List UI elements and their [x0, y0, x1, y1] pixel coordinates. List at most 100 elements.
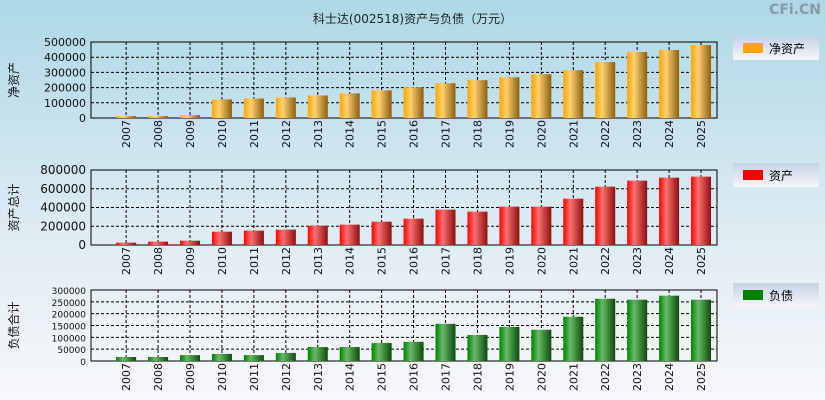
x-tick-label: 2023 [631, 120, 644, 148]
bar-2025 [691, 45, 712, 118]
bar-2007 [116, 116, 137, 118]
bar-2013 [307, 347, 328, 361]
bar-2008 [148, 116, 169, 118]
x-tick-label: 2013 [312, 120, 325, 148]
x-tick-label: 2008 [152, 120, 165, 148]
legend-liabilities: 负债 [733, 283, 819, 307]
bar-2012 [275, 352, 296, 361]
y-tick-label: 200000 [44, 82, 86, 95]
x-tick-label: 2018 [471, 363, 484, 391]
panel-1: 0 200000 400000 600000 800000 2007 2008 2009 201… [7, 163, 718, 275]
bar-2017 [435, 209, 456, 245]
x-tick-label: 2022 [599, 247, 612, 275]
x-tick-label: 2007 [120, 363, 133, 391]
x-tick-label: 2007 [120, 120, 133, 148]
x-tick-label: 2008 [152, 363, 165, 391]
legend-net-assets: 净资产 [733, 36, 819, 60]
y-tick-label: 0 [80, 358, 86, 368]
bar-2009 [180, 240, 201, 245]
x-tick-label: 2022 [599, 120, 612, 148]
x-tick-label: 2015 [376, 120, 389, 148]
bar-2010 [211, 99, 232, 118]
x-tick-label: 2009 [184, 363, 197, 391]
x-tick-label: 2014 [344, 363, 357, 391]
x-tick-label: 2023 [631, 363, 644, 391]
x-tick-label: 2010 [216, 363, 229, 391]
x-tick-label: 2012 [280, 247, 293, 275]
bar-2013 [307, 225, 328, 245]
bar-2015 [371, 221, 392, 245]
x-tick-label: 2010 [216, 247, 229, 275]
x-tick-label: 2021 [567, 247, 580, 275]
bar-2024 [659, 295, 680, 361]
bar-2012 [275, 97, 296, 118]
x-tick-label: 2024 [663, 363, 676, 391]
bar-2021 [563, 316, 584, 361]
x-tick-label: 2024 [663, 247, 676, 275]
legend-swatch [743, 290, 763, 300]
y-tick-label: 200000 [52, 311, 87, 321]
bar-2016 [403, 87, 424, 118]
x-tick-label: 2009 [184, 247, 197, 275]
x-tick-label: 2011 [248, 247, 261, 275]
y-tick-label: 300000 [52, 287, 87, 297]
x-tick-label: 2016 [408, 363, 421, 391]
bar-2018 [467, 80, 488, 118]
x-tick-label: 2022 [599, 363, 612, 391]
x-tick-label: 2015 [376, 363, 389, 391]
y-tick-label: 250000 [52, 299, 87, 309]
x-tick-label: 2009 [184, 120, 197, 148]
x-tick-label: 2017 [440, 247, 453, 275]
x-tick-label: 2014 [344, 247, 357, 275]
bar-2022 [595, 186, 616, 245]
bar-2008 [148, 241, 169, 245]
x-tick-label: 2017 [440, 120, 453, 148]
x-tick-label: 2021 [567, 120, 580, 148]
x-tick-label: 2008 [152, 247, 165, 275]
bar-2025 [691, 176, 712, 245]
y-axis-label: 净资产 [7, 62, 21, 98]
x-tick-label: 2011 [248, 120, 261, 148]
x-tick-label: 2024 [663, 120, 676, 148]
y-tick-label: 600000 [40, 182, 86, 196]
x-tick-label: 2021 [567, 363, 580, 391]
x-tick-label: 2013 [312, 363, 325, 391]
bar-2012 [275, 229, 296, 245]
bar-2015 [371, 90, 392, 118]
bar-2025 [691, 299, 712, 361]
bar-2023 [627, 299, 648, 361]
bar-2007 [116, 242, 137, 245]
bar-2014 [339, 93, 360, 118]
bar-2011 [243, 98, 264, 118]
y-tick-label: 50000 [57, 346, 86, 356]
x-tick-label: 2018 [471, 120, 484, 148]
x-tick-label: 2019 [503, 120, 516, 148]
x-tick-label: 2023 [631, 247, 644, 275]
bar-2011 [243, 230, 264, 245]
y-tick-label: 0 [78, 238, 86, 252]
x-tick-label: 2025 [695, 363, 708, 391]
y-tick-label: 0 [79, 112, 86, 125]
bar-2016 [403, 218, 424, 245]
bar-2010 [211, 353, 232, 361]
bar-2022 [595, 298, 616, 361]
bar-2021 [563, 198, 584, 245]
bar-2019 [499, 77, 520, 118]
x-tick-label: 2016 [408, 247, 421, 275]
legend-label: 净资产 [769, 41, 806, 56]
legend-swatch [743, 43, 763, 53]
bar-2020 [531, 74, 552, 118]
x-tick-label: 2011 [248, 363, 261, 391]
x-tick-label: 2019 [503, 363, 516, 391]
y-tick-label: 400000 [44, 51, 86, 64]
x-tick-label: 2012 [280, 120, 293, 148]
bar-2017 [435, 83, 456, 118]
legend-assets: 资产 [733, 163, 819, 187]
x-tick-label: 2020 [535, 247, 548, 275]
legend-swatch [743, 170, 763, 180]
bar-2007 [116, 356, 137, 361]
y-tick-label: 800000 [40, 163, 86, 177]
bar-2009 [180, 355, 201, 361]
y-tick-label: 400000 [40, 201, 86, 215]
y-tick-label: 300000 [44, 66, 86, 79]
